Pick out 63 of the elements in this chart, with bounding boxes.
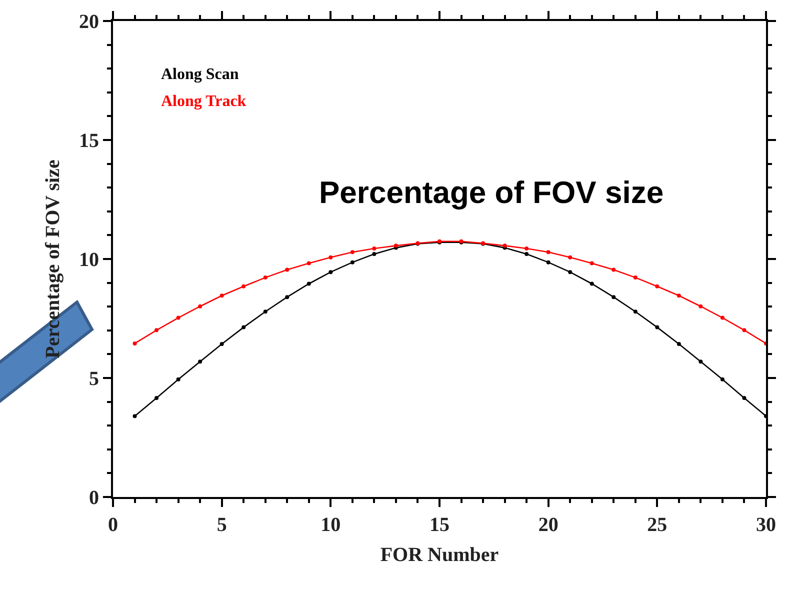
point <box>568 270 572 274</box>
x-tick-label: 15 <box>430 514 450 536</box>
point <box>242 284 246 288</box>
point <box>132 341 137 346</box>
point <box>524 252 529 256</box>
y-tick-label: 10 <box>79 249 99 271</box>
text: Percentage of FOV size <box>319 175 664 210</box>
text: Along Scan <box>161 66 239 83</box>
point <box>154 328 159 332</box>
y-tick-label: 15 <box>79 130 99 152</box>
point <box>372 252 376 256</box>
point <box>546 260 550 264</box>
point <box>350 260 354 264</box>
point <box>176 377 180 382</box>
point <box>676 294 681 298</box>
point <box>720 377 724 382</box>
y-axis-title: Percentage of FOV size <box>42 160 64 358</box>
point <box>590 261 594 266</box>
point <box>698 304 703 308</box>
x-axis-title: FOR Number <box>380 544 499 566</box>
point <box>198 304 202 308</box>
point <box>742 328 746 332</box>
x-tick-label: 5 <box>216 514 227 536</box>
point <box>350 250 354 254</box>
point <box>263 310 268 314</box>
point <box>154 396 159 400</box>
point <box>242 325 246 330</box>
point <box>285 295 290 300</box>
y-tick-label: 5 <box>89 368 99 390</box>
point <box>328 270 333 274</box>
point <box>220 342 224 346</box>
y-tick-label: 20 <box>79 11 99 33</box>
point <box>676 342 681 346</box>
x-tick-label: 20 <box>538 514 558 536</box>
text: Along Track <box>161 93 246 110</box>
point <box>590 282 594 286</box>
point <box>633 276 638 280</box>
point <box>132 414 137 418</box>
point <box>306 261 311 266</box>
point <box>198 360 202 364</box>
point <box>655 284 660 288</box>
point <box>612 268 616 272</box>
x-tick-label: 0 <box>108 514 118 536</box>
point <box>524 246 529 251</box>
x-tick-label: 10 <box>320 514 341 536</box>
point <box>633 310 638 314</box>
point <box>655 325 660 330</box>
point <box>742 396 746 400</box>
point <box>720 316 724 320</box>
point <box>176 316 180 320</box>
y-tick-label: 0 <box>89 487 99 509</box>
point <box>220 294 224 298</box>
point <box>263 276 268 280</box>
point <box>546 250 550 254</box>
point <box>306 282 311 286</box>
x-tick-label: 30 <box>756 514 776 536</box>
point <box>372 246 376 251</box>
point <box>612 295 616 300</box>
point <box>568 255 572 260</box>
point <box>328 255 333 260</box>
x-tick-label: 25 <box>647 514 668 536</box>
point <box>285 268 290 272</box>
point <box>698 360 703 364</box>
